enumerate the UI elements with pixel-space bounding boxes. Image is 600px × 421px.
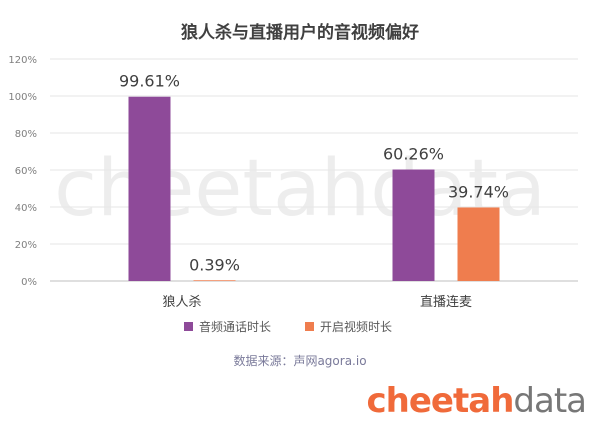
y-tick-label: 120%: [8, 55, 37, 66]
legend-label-audio: 音频通话时长: [199, 320, 272, 334]
y-tick-label: 80%: [15, 129, 37, 140]
logo-part-1: cheetah: [366, 381, 515, 421]
legend-swatch-video: [305, 322, 315, 331]
bar: [457, 207, 500, 281]
bar: [128, 96, 171, 281]
data-label: 39.74%: [448, 182, 509, 201]
y-tick-label: 40%: [15, 203, 37, 214]
x-tick-label: 狼人杀: [162, 295, 201, 310]
x-tick-label: 直播连麦: [420, 294, 472, 310]
bar: [392, 169, 435, 281]
legend-swatch-audio: [184, 322, 193, 331]
legend-item-audio: 音频通话时长: [184, 318, 271, 335]
bar: [193, 280, 236, 281]
data-source-note: 数据来源：声网agora.io: [233, 354, 367, 368]
data-label: 99.61%: [119, 72, 180, 91]
legend-item-video: 开启视频时长: [305, 318, 392, 335]
chart-title: 狼人杀与直播用户的音视频偏好: [181, 23, 419, 43]
cheetah-data-logo: cheetahdata: [366, 381, 587, 421]
data-label: 0.39%: [189, 255, 240, 274]
y-tick-label: 100%: [8, 92, 37, 103]
data-label: 60.26%: [383, 145, 444, 164]
y-tick-label: 0%: [21, 277, 37, 288]
y-tick-label: 60%: [15, 166, 37, 177]
legend: 音频通话时长 开启视频时长: [184, 318, 392, 335]
legend-label-video: 开启视频时长: [320, 320, 393, 334]
y-tick-label: 20%: [15, 240, 37, 251]
logo-part-2: data: [513, 381, 587, 421]
